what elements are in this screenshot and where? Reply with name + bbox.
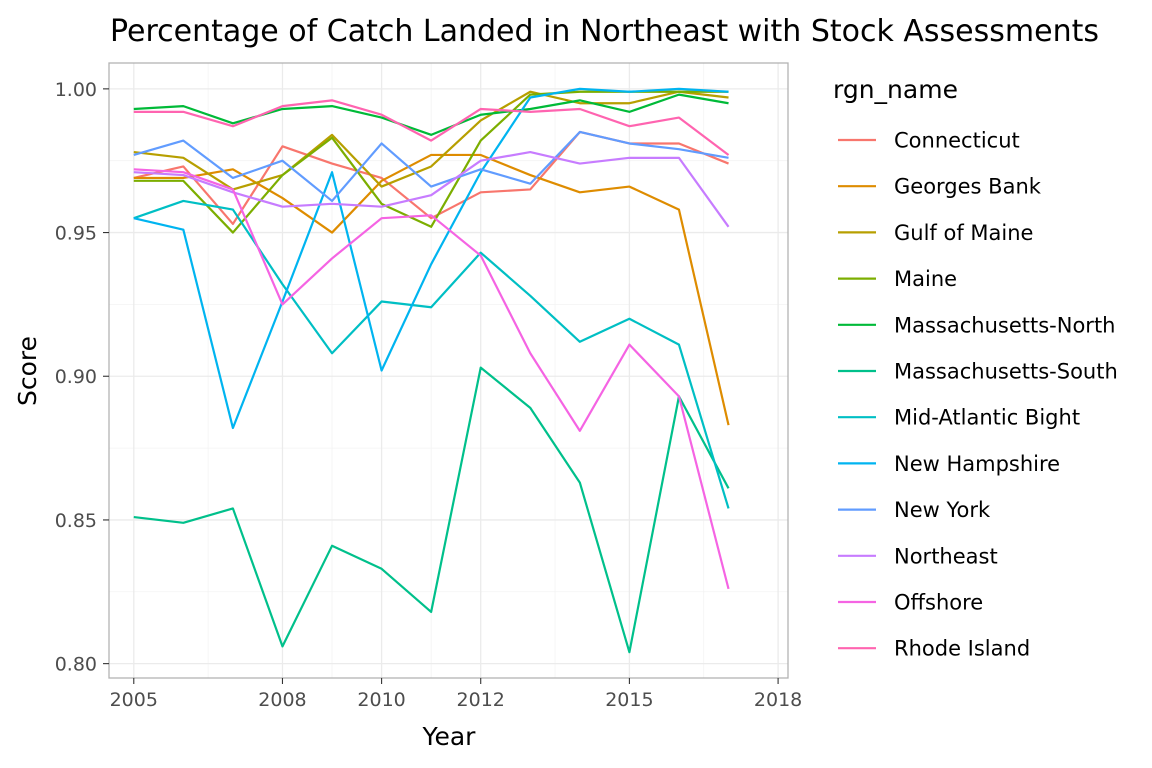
legend: rgn_name Connecticut Georges Bank Gulf of … [833,75,1118,661]
series-line-georges-bank [133,153,730,426]
legend-label-northeast: Northeast [894,544,998,568]
legend-label-offshore: Offshore [894,591,983,615]
legend-label-maine: Maine [894,267,957,291]
x-tick-label: 2012 [457,689,505,711]
series-line-offshore [133,168,730,590]
x-tick-label: 2015 [605,689,653,711]
legend-label-connecticut: Connecticut [894,129,1020,153]
series-lines [133,87,730,654]
x-tick-label: 2018 [754,689,802,711]
series-line-massachusetts-south [133,366,730,654]
y-axis-title: Score [13,336,42,406]
y-tick-label: 0.90 [55,366,97,388]
legend-label-massachusetts-north: Massachusetts-North [894,313,1115,337]
chart-title: Percentage of Catch Landed in Northeast … [110,14,1099,49]
y-tick-label: 0.85 [55,510,97,532]
legend-label-rhode-island: Rhode Island [894,637,1030,661]
x-tick-label: 2005 [110,689,158,711]
series-line-northeast [133,150,730,228]
legend-title: rgn_name [833,75,958,104]
plot-panel-border [108,62,789,679]
series-line-rhode-island [133,99,730,156]
legend-label-new-york: New York [894,498,991,522]
legend-items: Connecticut Georges Bank Gulf of Maine Main… [838,129,1118,661]
x-tick-label: 2010 [357,689,405,711]
y-tick-label: 0.80 [55,654,97,676]
x-axis: 2005 2008 2010 2012 2015 2018 [110,678,802,711]
legend-label-gulf-of-maine: Gulf of Maine [894,221,1033,245]
y-axis: 0.80 0.85 0.90 0.95 1.00 [55,79,109,676]
series-line-mid-atlantic-bight [133,199,730,509]
x-axis-title: Year [422,722,477,751]
series-line-new-hampshire [133,87,729,430]
series-line-new-york [133,130,729,203]
legend-label-georges-bank: Georges Bank [894,175,1042,199]
legend-label-mid-atlantic-bight: Mid-Atlantic Bight [894,406,1080,430]
y-tick-label: 0.95 [55,223,97,245]
y-tick-label: 1.00 [55,79,97,101]
series-line-massachusetts-north [133,93,729,136]
x-tick-label: 2008 [258,689,306,711]
legend-label-new-hampshire: New Hampshire [894,452,1060,476]
legend-label-massachusetts-south: Massachusetts-South [894,360,1118,384]
